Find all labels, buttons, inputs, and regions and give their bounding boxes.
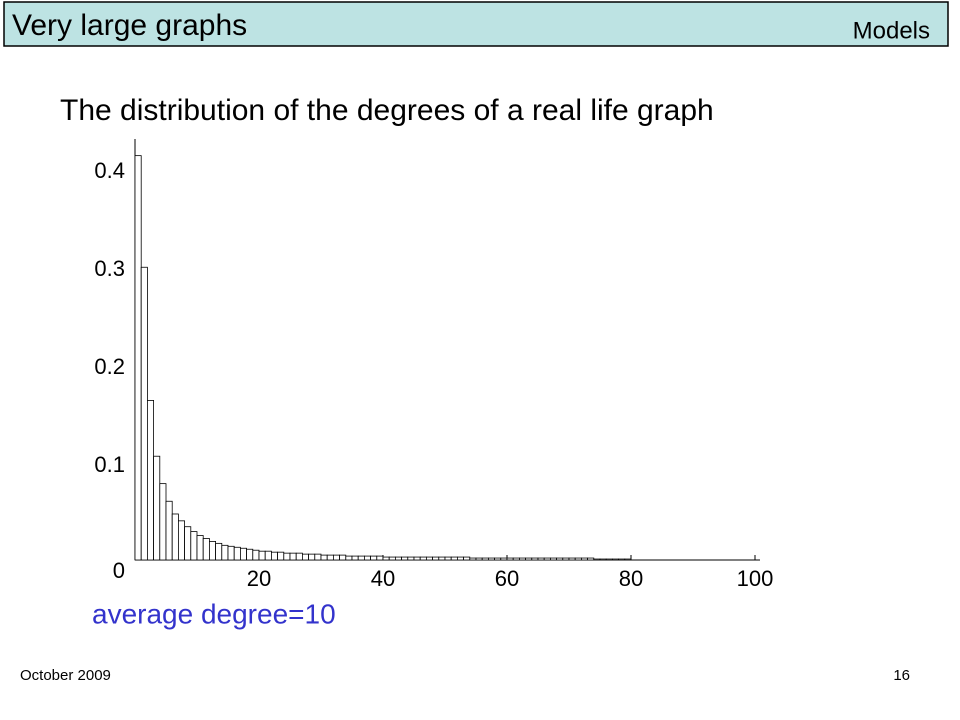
y-tick-label: 0.1 bbox=[94, 452, 125, 477]
bar bbox=[171, 513, 179, 561]
bar bbox=[450, 556, 458, 561]
bar bbox=[345, 555, 353, 561]
bar bbox=[394, 556, 402, 561]
bar bbox=[413, 556, 421, 561]
x-tick-label: 40 bbox=[371, 566, 395, 591]
bar bbox=[202, 538, 210, 561]
bar bbox=[456, 556, 464, 561]
bar bbox=[469, 557, 477, 561]
bar bbox=[177, 520, 185, 561]
bar bbox=[246, 548, 254, 561]
x-tick-label: 100 bbox=[737, 566, 774, 591]
bar bbox=[146, 400, 154, 561]
bar bbox=[624, 558, 632, 561]
bar bbox=[419, 556, 427, 561]
bar bbox=[481, 557, 489, 561]
bar bbox=[612, 558, 620, 561]
bar bbox=[221, 544, 229, 561]
bar bbox=[277, 551, 285, 561]
bar bbox=[574, 557, 582, 561]
bar bbox=[314, 553, 322, 561]
bar bbox=[339, 554, 347, 561]
bar bbox=[153, 455, 161, 561]
bar bbox=[252, 549, 260, 561]
bar bbox=[351, 555, 359, 561]
y-tick-label: 0.3 bbox=[94, 256, 125, 281]
bar bbox=[525, 557, 533, 561]
bar bbox=[543, 557, 551, 561]
bar bbox=[264, 550, 272, 561]
chart-title: The distribution of the degrees of a rea… bbox=[60, 94, 714, 127]
bar bbox=[270, 551, 278, 561]
bar bbox=[159, 483, 167, 561]
y-tick-label: 0 bbox=[113, 558, 125, 583]
bar bbox=[568, 557, 576, 561]
bar bbox=[258, 550, 266, 561]
bar bbox=[531, 557, 539, 561]
header-band bbox=[3, 1, 949, 47]
bar bbox=[599, 558, 607, 561]
bar bbox=[363, 555, 371, 561]
bar bbox=[605, 558, 613, 561]
bar bbox=[537, 557, 545, 561]
bar bbox=[227, 545, 235, 561]
bar bbox=[289, 552, 297, 561]
bar bbox=[556, 557, 564, 561]
bar bbox=[239, 547, 247, 561]
bar bbox=[370, 555, 378, 561]
bar bbox=[581, 557, 589, 561]
bar bbox=[438, 556, 446, 561]
bar bbox=[562, 557, 570, 561]
x-tick-label: 20 bbox=[247, 566, 271, 591]
bar bbox=[357, 555, 365, 561]
bar bbox=[487, 557, 495, 561]
bar bbox=[332, 554, 340, 561]
bar bbox=[283, 552, 291, 561]
bar bbox=[500, 557, 508, 561]
bar bbox=[432, 556, 440, 561]
bar bbox=[326, 554, 334, 561]
footer-date: October 2009 bbox=[20, 667, 111, 684]
x-tick-label: 60 bbox=[495, 566, 519, 591]
bar bbox=[587, 557, 595, 561]
bar bbox=[196, 535, 204, 561]
bar bbox=[463, 556, 471, 561]
bar bbox=[233, 546, 241, 561]
bar bbox=[618, 558, 626, 561]
y-tick-label: 0.2 bbox=[94, 354, 125, 379]
bar bbox=[512, 557, 520, 561]
x-tick-label: 80 bbox=[619, 566, 643, 591]
bar bbox=[475, 557, 483, 561]
bar bbox=[519, 557, 527, 561]
bar bbox=[215, 542, 223, 561]
bar bbox=[184, 526, 192, 561]
bar bbox=[401, 556, 409, 561]
bar bbox=[308, 553, 316, 561]
bar bbox=[425, 556, 433, 561]
bar bbox=[494, 557, 502, 561]
bar bbox=[320, 554, 328, 561]
bar bbox=[382, 556, 390, 561]
bar bbox=[134, 155, 142, 561]
bar bbox=[208, 540, 216, 561]
bar bbox=[550, 557, 558, 561]
bar bbox=[140, 266, 148, 561]
bar bbox=[593, 558, 601, 561]
page-number: 16 bbox=[893, 667, 910, 684]
bar bbox=[376, 555, 384, 561]
bar bbox=[506, 557, 514, 561]
bar bbox=[295, 552, 303, 561]
bar bbox=[165, 500, 173, 561]
annotation: average degree=10 bbox=[92, 598, 336, 629]
bar bbox=[301, 553, 309, 561]
section-label: Models bbox=[853, 17, 930, 44]
slide-title: Very large graphs bbox=[12, 9, 247, 42]
bar bbox=[190, 531, 198, 561]
bar bbox=[388, 556, 396, 561]
y-tick-label: 0.4 bbox=[94, 158, 125, 183]
bar bbox=[444, 556, 452, 561]
bar bbox=[407, 556, 415, 561]
